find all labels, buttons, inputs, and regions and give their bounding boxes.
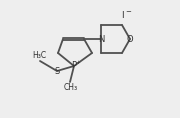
Text: I: I bbox=[121, 11, 123, 19]
Text: +: + bbox=[76, 59, 80, 65]
Text: −: − bbox=[125, 9, 131, 15]
Text: H₃C: H₃C bbox=[32, 51, 46, 59]
Text: N: N bbox=[98, 34, 104, 44]
Text: P: P bbox=[71, 61, 76, 70]
Text: O: O bbox=[127, 34, 133, 44]
Text: CH₃: CH₃ bbox=[64, 84, 78, 93]
Text: S: S bbox=[54, 67, 60, 76]
